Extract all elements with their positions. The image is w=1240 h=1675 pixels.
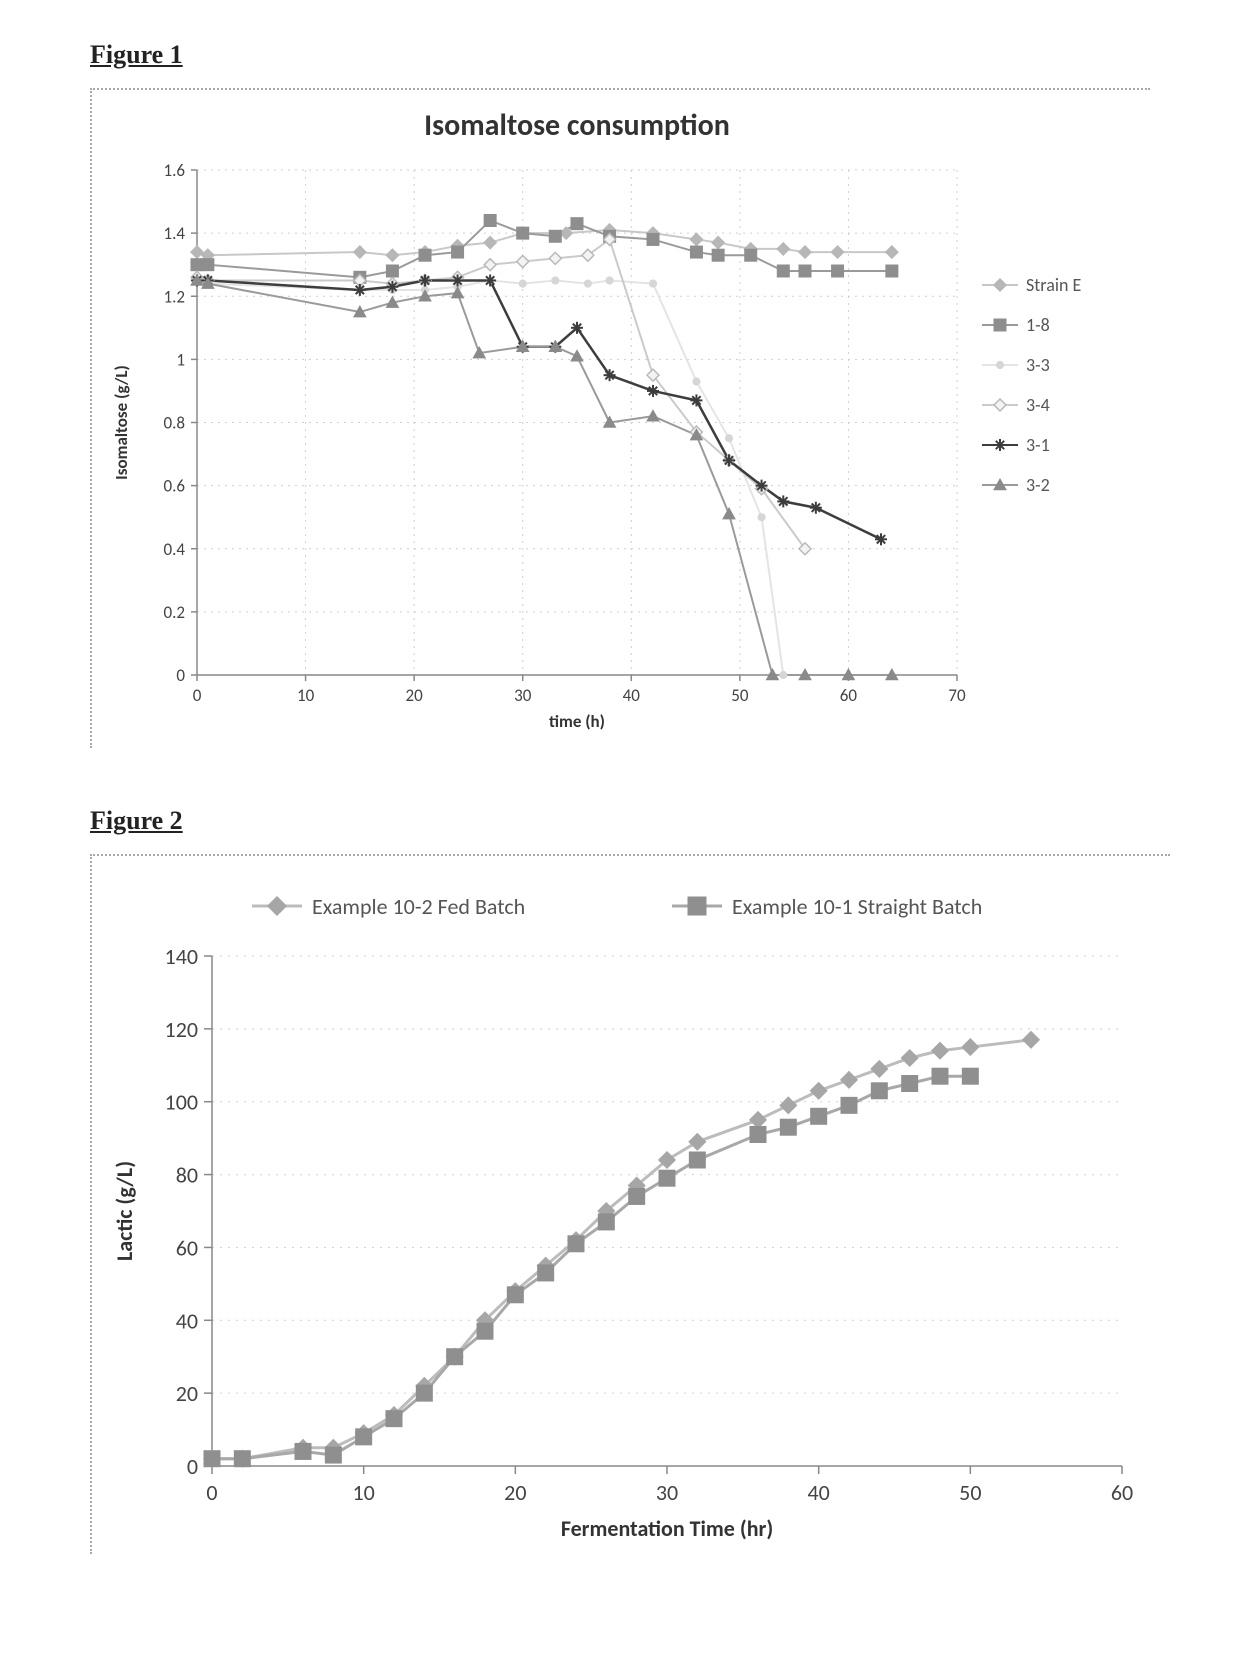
- svg-text:20: 20: [406, 685, 424, 706]
- svg-text:time (h): time (h): [549, 711, 605, 732]
- legend-item: 1-8: [1026, 314, 1050, 336]
- svg-text:70: 70: [948, 685, 966, 706]
- svg-text:10: 10: [353, 1479, 375, 1506]
- svg-text:1.2: 1.2: [163, 286, 185, 307]
- legend-item: 3-4: [1026, 394, 1050, 416]
- legend-item: Example 10-2 Fed Batch: [312, 893, 525, 920]
- svg-text:100: 100: [165, 1089, 198, 1116]
- svg-text:60: 60: [1111, 1479, 1133, 1506]
- svg-text:0: 0: [193, 685, 202, 706]
- figure2-caption: Figure 2: [90, 806, 1180, 836]
- svg-text:0: 0: [187, 1453, 198, 1480]
- figure1-caption: Figure 1: [90, 40, 1180, 70]
- svg-text:0.2: 0.2: [163, 602, 185, 623]
- svg-text:120: 120: [165, 1016, 198, 1043]
- svg-text:80: 80: [176, 1162, 198, 1189]
- figure2-chart: 0 10 20 30 40 50 60 0 20 40 60 80 100 120 140 Fermentat…: [92, 856, 1172, 1556]
- svg-text:40: 40: [176, 1307, 198, 1334]
- legend-item: 3-3: [1026, 354, 1050, 376]
- svg-text:0.4: 0.4: [163, 539, 185, 560]
- svg-text:1.4: 1.4: [163, 223, 185, 244]
- svg-text:40: 40: [623, 685, 641, 706]
- svg-text:10: 10: [297, 685, 315, 706]
- legend-item: Example 10-1 Straight Batch: [732, 893, 982, 920]
- page: Figure 1 0 10 20 30 40 50 60 70 0 0.2 0.4 0.6 0.8 1 1.…: [0, 0, 1240, 1675]
- svg-text:Isomaltose (g/L): Isomaltose (g/L): [111, 365, 132, 480]
- svg-text:0: 0: [206, 1479, 217, 1506]
- svg-text:140: 140: [165, 943, 198, 970]
- svg-text:Fermentation Time (hr): Fermentation Time (hr): [561, 1515, 773, 1542]
- svg-text:Isomaltose consumption: Isomaltose consumption: [424, 107, 730, 144]
- svg-text:50: 50: [731, 685, 749, 706]
- svg-text:0: 0: [176, 665, 185, 686]
- legend-item: Strain E: [1026, 274, 1081, 296]
- svg-text:60: 60: [176, 1234, 198, 1261]
- legend-item: 3-2: [1026, 474, 1050, 496]
- figure1-frame: 0 10 20 30 40 50 60 70 0 0.2 0.4 0.6 0.8 1 1.2 1.4 1.6 ti…: [90, 88, 1150, 748]
- legend-item: 3-1: [1026, 434, 1050, 456]
- svg-text:20: 20: [176, 1380, 198, 1407]
- svg-text:0.8: 0.8: [163, 413, 185, 434]
- svg-text:50: 50: [959, 1479, 981, 1506]
- svg-text:60: 60: [840, 685, 858, 706]
- svg-text:30: 30: [656, 1479, 678, 1506]
- svg-text:Lactic (g/L): Lactic (g/L): [111, 1161, 138, 1261]
- figure2-frame: 0 10 20 30 40 50 60 0 20 40 60 80 100 120 140 Fermentat…: [90, 854, 1170, 1554]
- svg-text:1.6: 1.6: [163, 160, 185, 181]
- svg-text:20: 20: [504, 1479, 526, 1506]
- svg-text:0.6: 0.6: [163, 476, 185, 497]
- svg-text:1: 1: [176, 349, 185, 370]
- svg-text:30: 30: [514, 685, 532, 706]
- figure1-chart: 0 10 20 30 40 50 60 70 0 0.2 0.4 0.6 0.8 1 1.2 1.4 1.6 ti…: [92, 90, 1152, 750]
- svg-text:40: 40: [808, 1479, 830, 1506]
